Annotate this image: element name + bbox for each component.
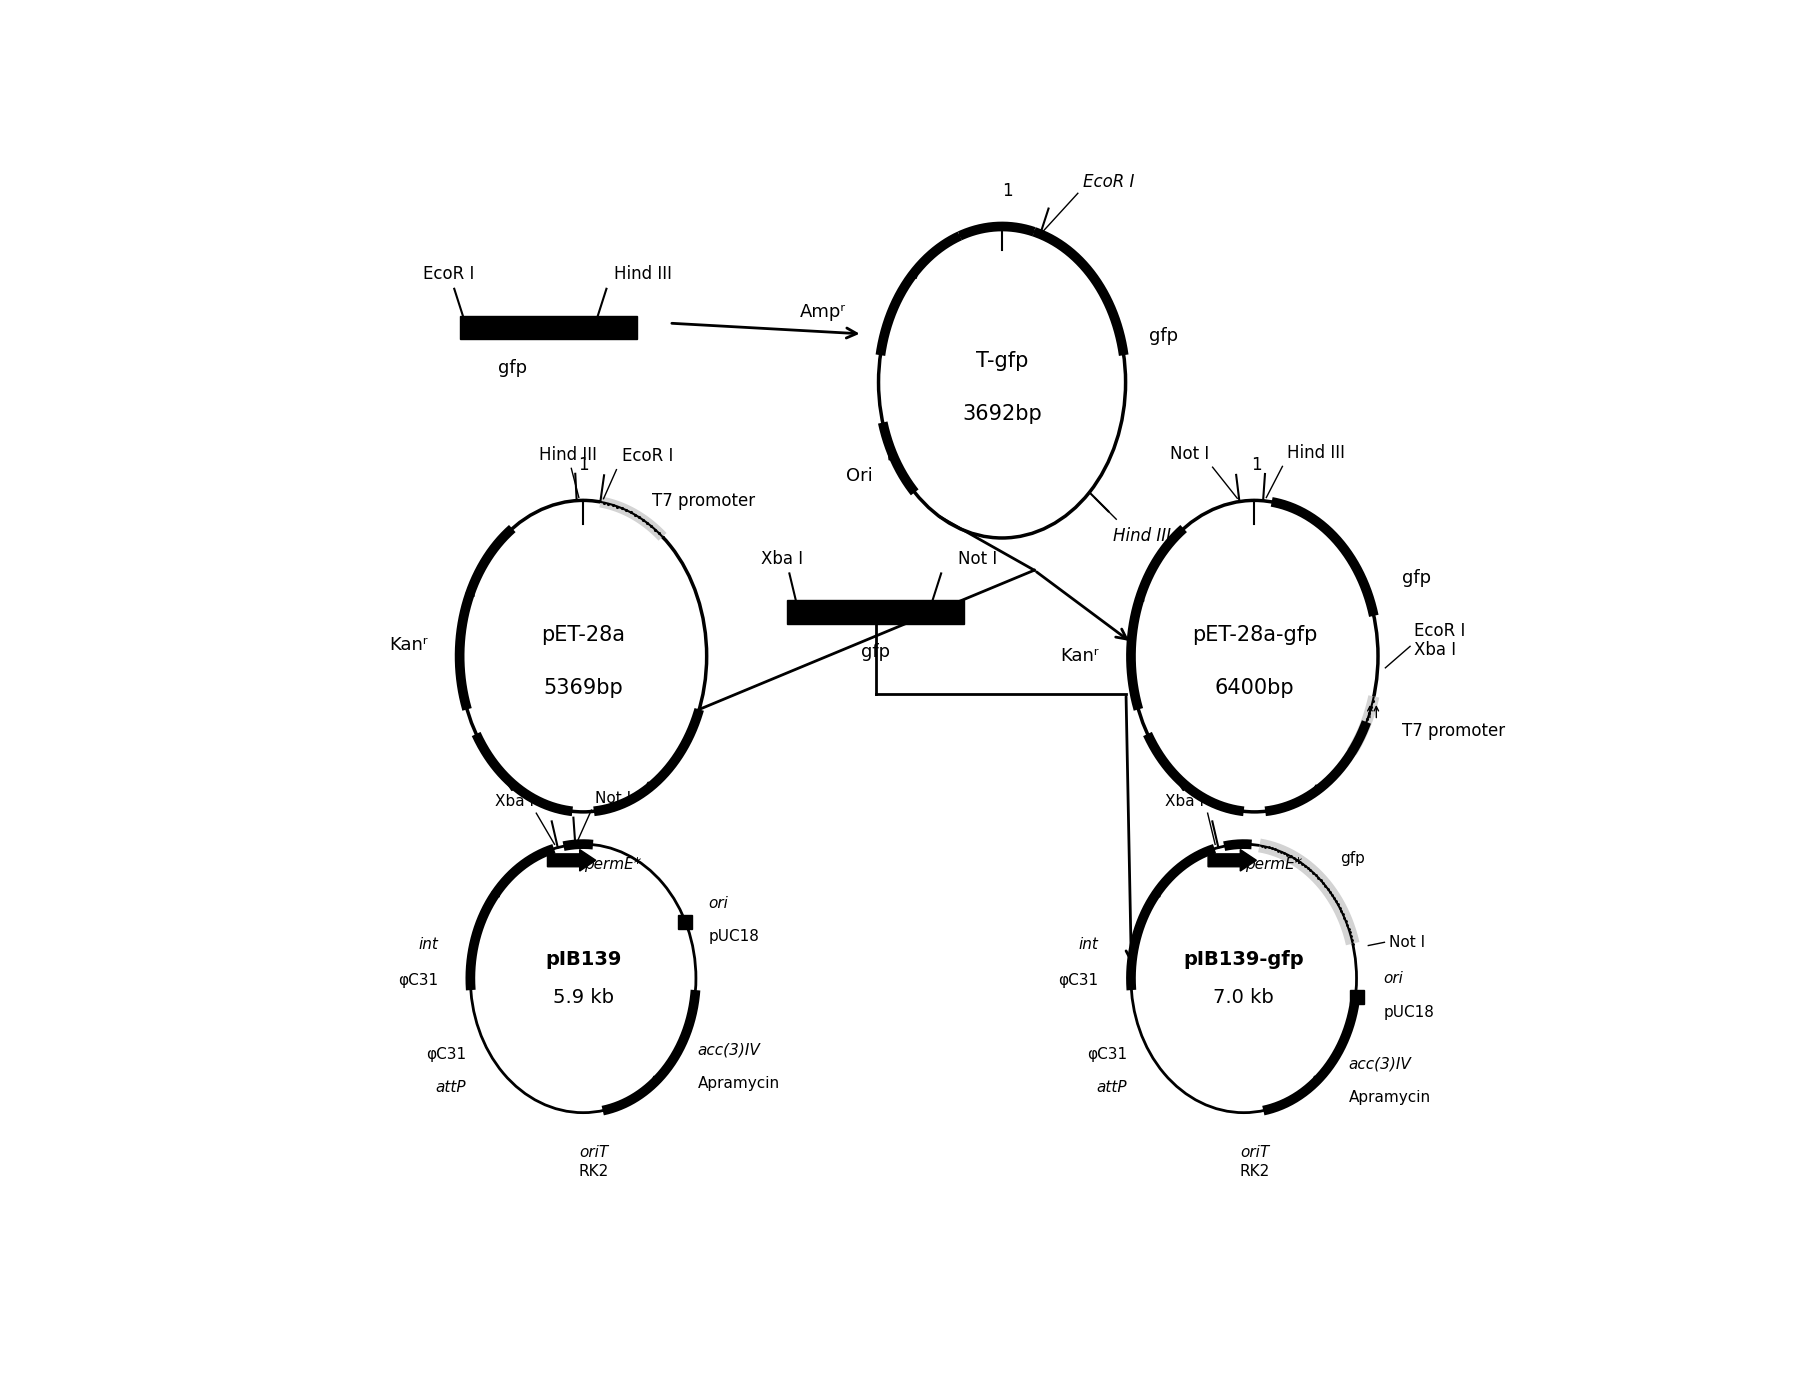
Text: 6400bp: 6400bp bbox=[1215, 678, 1295, 699]
Text: attP: attP bbox=[1097, 1080, 1126, 1095]
Text: Apramycin: Apramycin bbox=[698, 1076, 780, 1091]
Bar bbox=[788, 600, 964, 624]
Text: pET-28a: pET-28a bbox=[540, 625, 626, 644]
Text: gfp: gfp bbox=[860, 643, 891, 661]
Text: 5369bp: 5369bp bbox=[544, 678, 624, 699]
Text: 1: 1 bbox=[578, 456, 589, 473]
Text: oriT: oriT bbox=[578, 1145, 609, 1159]
Text: EcoR I: EcoR I bbox=[1082, 173, 1135, 191]
Text: oriT: oriT bbox=[1241, 1145, 1270, 1159]
Text: int: int bbox=[418, 936, 438, 951]
Text: permE*: permE* bbox=[584, 857, 642, 872]
Text: 1: 1 bbox=[1251, 456, 1262, 473]
Text: Not I: Not I bbox=[1388, 935, 1424, 950]
Text: Not I: Not I bbox=[959, 550, 997, 568]
Text: EcoR I: EcoR I bbox=[622, 448, 673, 466]
Text: Hind III: Hind III bbox=[538, 446, 597, 465]
Text: Kanʳ: Kanʳ bbox=[389, 636, 427, 654]
Text: 7.0 kb: 7.0 kb bbox=[1213, 988, 1273, 1007]
Bar bbox=[1350, 990, 1364, 1004]
Text: Apramycin: Apramycin bbox=[1350, 1089, 1432, 1105]
Text: EcoR I: EcoR I bbox=[1415, 622, 1466, 640]
Text: int: int bbox=[1079, 936, 1099, 951]
Text: T-gfp: T-gfp bbox=[975, 350, 1028, 371]
Text: 3692bp: 3692bp bbox=[962, 405, 1042, 424]
Text: acc(3)IV: acc(3)IV bbox=[698, 1042, 760, 1057]
Text: Xba I: Xba I bbox=[495, 794, 535, 809]
Text: gfp: gfp bbox=[1150, 326, 1179, 345]
Text: pIB139: pIB139 bbox=[546, 950, 622, 968]
Text: Xba I: Xba I bbox=[760, 550, 802, 568]
Text: Hind III: Hind III bbox=[1286, 444, 1344, 462]
Text: RK2: RK2 bbox=[1239, 1165, 1270, 1179]
Text: ori: ori bbox=[1384, 971, 1404, 986]
Text: Not I: Not I bbox=[595, 791, 631, 806]
Text: permE*: permE* bbox=[1244, 857, 1302, 872]
Text: φC31: φC31 bbox=[1059, 974, 1099, 988]
Text: pET-28a-gfp: pET-28a-gfp bbox=[1191, 625, 1317, 644]
Text: pUC18: pUC18 bbox=[1384, 1004, 1435, 1020]
Text: 5.9 kb: 5.9 kb bbox=[553, 988, 613, 1007]
Bar bbox=[678, 915, 693, 929]
Text: φC31: φC31 bbox=[426, 1046, 466, 1062]
Text: pIB139-gfp: pIB139-gfp bbox=[1184, 950, 1304, 968]
Text: Xba I: Xba I bbox=[1415, 642, 1457, 660]
Text: ori: ori bbox=[708, 896, 728, 911]
Text: pUC18: pUC18 bbox=[708, 929, 759, 944]
Text: gfp: gfp bbox=[1339, 851, 1364, 866]
Text: Xba I: Xba I bbox=[1166, 794, 1204, 809]
Text: T7 promoter: T7 promoter bbox=[651, 492, 755, 511]
FancyArrow shape bbox=[1208, 850, 1257, 870]
Text: acc(3)IV: acc(3)IV bbox=[1350, 1057, 1412, 1071]
Text: RK2: RK2 bbox=[578, 1165, 609, 1179]
Text: gfp: gfp bbox=[1402, 569, 1432, 587]
Text: Not I: Not I bbox=[1170, 445, 1210, 463]
Text: gfp: gfp bbox=[498, 359, 528, 377]
Text: φC31: φC31 bbox=[398, 974, 438, 988]
Text: attP: attP bbox=[435, 1080, 466, 1095]
Text: φC31: φC31 bbox=[1086, 1046, 1126, 1062]
Text: Ampʳ: Ampʳ bbox=[800, 303, 846, 321]
Text: Hind III: Hind III bbox=[615, 265, 671, 283]
Text: Hind III: Hind III bbox=[1113, 527, 1171, 544]
Text: Ori: Ori bbox=[846, 467, 873, 484]
Bar bbox=[460, 315, 637, 339]
FancyArrow shape bbox=[548, 850, 597, 870]
Text: T7 promoter: T7 promoter bbox=[1402, 723, 1506, 741]
Text: Kanʳ: Kanʳ bbox=[1060, 647, 1099, 665]
Text: EcoR I: EcoR I bbox=[424, 265, 475, 283]
Text: 1: 1 bbox=[1002, 181, 1013, 199]
